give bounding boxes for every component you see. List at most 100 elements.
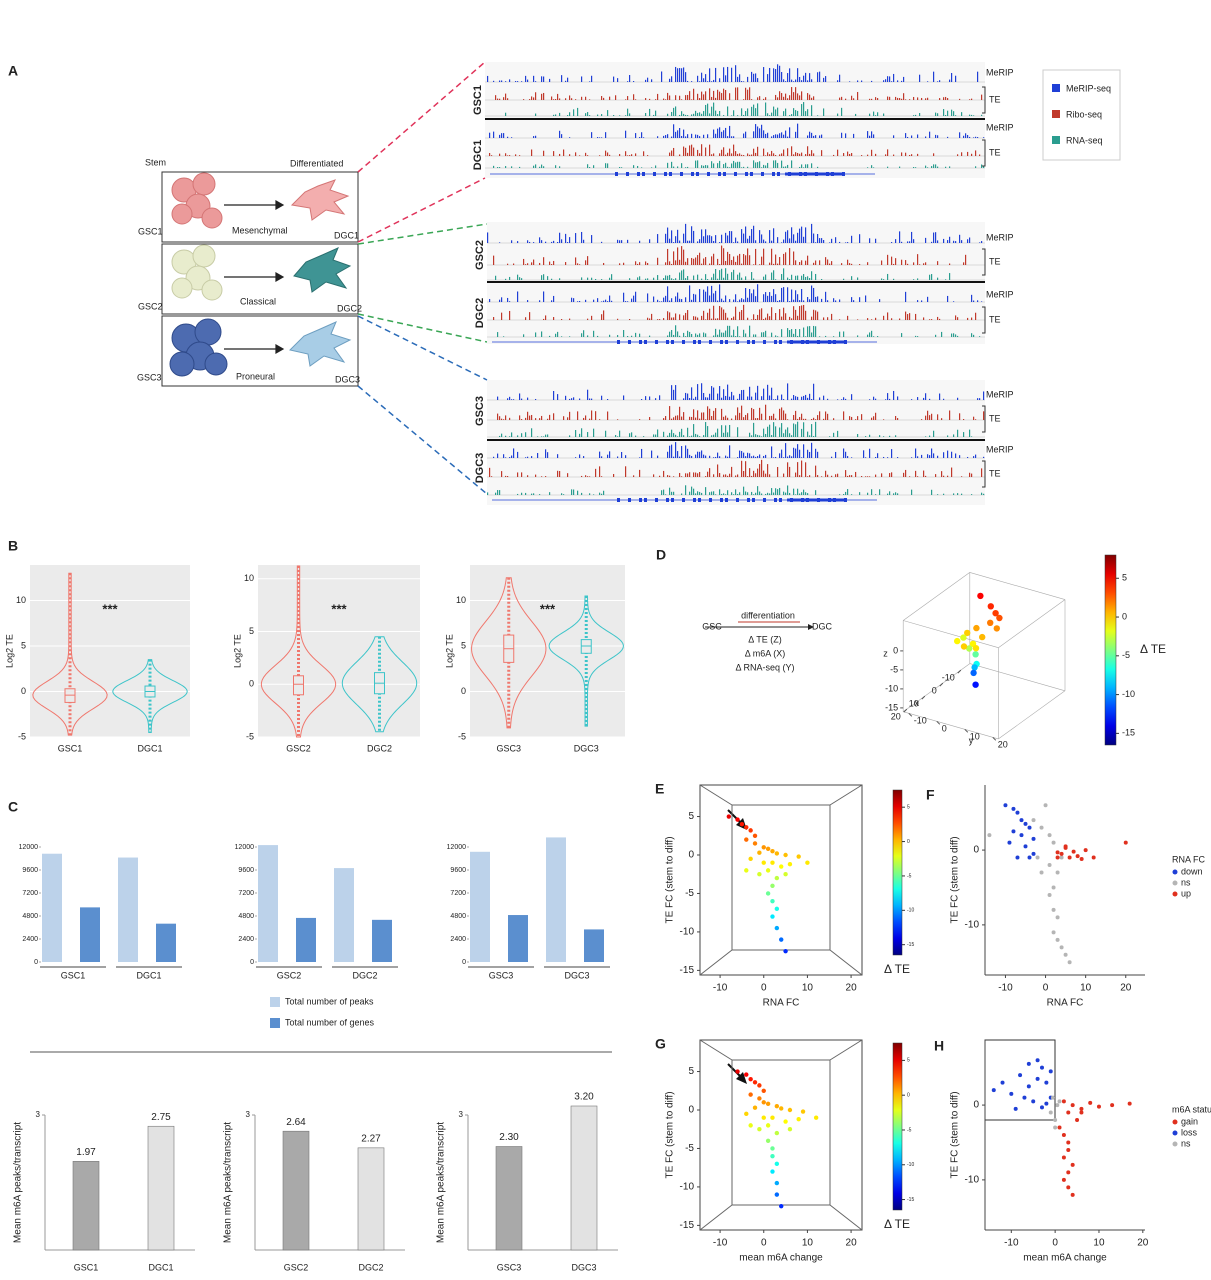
signal [759,435,761,437]
signal [593,428,595,437]
signal [765,165,767,168]
signal [673,251,675,265]
signal [701,113,703,116]
signal [769,415,771,420]
signal [763,130,765,138]
y-tick-label: 0 [688,850,694,861]
signal [649,417,651,420]
signal [647,262,649,265]
signal [741,460,743,477]
signal [813,135,815,138]
signal [785,413,787,420]
signal [689,285,691,302]
signal [857,416,859,420]
signal [837,430,839,437]
signal [673,491,675,495]
legend-title: m6A status [1172,1104,1211,1114]
signal [587,155,589,156]
signal [649,98,651,100]
signal [715,67,717,82]
signal [787,230,789,243]
signal [809,451,811,458]
signal [737,457,739,458]
signal [815,419,817,420]
signal [761,234,763,243]
signal [523,334,525,337]
signal [501,312,503,320]
signal [521,419,523,420]
signal [807,326,809,337]
signal [911,135,913,138]
exon [707,172,710,176]
x-tick-label: 10 [802,983,814,994]
signal [871,131,873,138]
signal [699,491,701,495]
point [770,848,775,854]
signal [967,317,969,320]
signal [917,278,919,280]
signal [719,456,721,458]
legend-title: RNA FC [1172,854,1206,864]
signal [547,418,549,420]
signal [527,240,529,243]
signal [713,474,715,477]
signal [949,410,951,420]
signal [777,237,779,243]
signal [687,152,689,156]
signal [767,162,769,168]
signal [629,75,631,82]
signal [717,464,719,477]
signal [657,299,659,302]
signal [561,239,563,243]
signal [787,328,789,337]
signal [727,152,729,156]
signal [837,80,839,82]
signal [907,241,909,243]
signal [749,468,751,477]
signal [943,475,945,477]
signal [573,489,575,495]
signal [937,261,939,265]
signal [775,488,777,495]
y-tick-label: -10 [680,927,695,938]
signal [787,73,789,82]
signal [755,296,757,302]
signal [625,455,627,458]
signal [545,315,547,320]
signal [753,160,755,168]
signal [751,475,753,477]
signal [813,233,815,243]
legend-label: Total number of genes [285,1017,375,1027]
point [1066,1140,1071,1145]
signal [673,476,675,477]
signal [803,75,805,82]
signal [869,332,871,337]
signal [807,255,809,265]
signal [753,278,755,280]
signal [565,80,567,82]
signal [761,413,763,420]
signal [731,67,733,82]
signal [629,113,631,116]
signal [857,91,859,100]
x-tick-label: 10 [1080,983,1092,994]
signal [785,81,787,82]
signal [961,152,963,156]
signal [569,336,571,337]
panel-label: A [8,63,18,79]
signal [909,476,911,477]
signal [815,242,817,243]
signal [705,419,707,420]
signal [701,492,703,495]
signal [639,333,641,337]
signal [783,96,785,100]
signal [909,241,911,243]
signal [505,153,507,156]
signal [763,239,765,243]
signal [677,436,679,437]
signal [751,491,753,495]
signal [887,273,889,280]
point [1055,1103,1060,1108]
point [1055,915,1060,920]
box-edge [998,599,1066,648]
